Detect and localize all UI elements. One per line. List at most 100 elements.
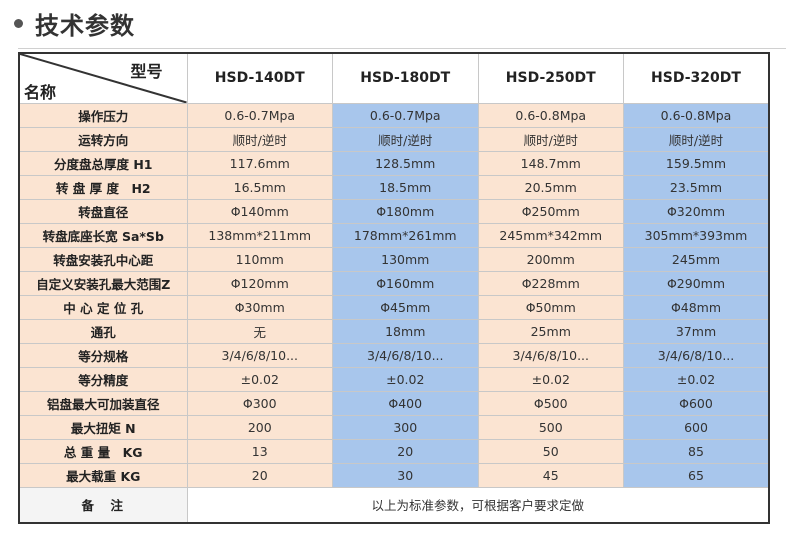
table-cell: 顺时/逆时	[623, 126, 770, 152]
row-label: 等分精度	[18, 366, 188, 392]
row-label: 分度盘总厚度 H1	[18, 150, 188, 176]
table-cell: 45	[477, 462, 624, 488]
table-cell: ±0.02	[477, 366, 624, 392]
bullet-icon	[14, 18, 23, 28]
table-cell: 30	[332, 462, 479, 488]
table-row: 转盘直径 Φ140mm Φ180mm Φ250mm Φ320mm	[18, 198, 770, 224]
table-cell: ±0.02	[623, 366, 770, 392]
table-cell: Φ228mm	[477, 270, 624, 296]
table-row: 等分精度 ±0.02 ±0.02 ±0.02 ±0.02	[18, 366, 770, 392]
row-label: 转盘安装孔中心距	[18, 246, 188, 272]
table-row: 转盘安装孔中心距 110mm 130mm 200mm 245mm	[18, 246, 770, 272]
model-header: HSD-180DT	[332, 52, 479, 104]
table-cell: 顺时/逆时	[332, 126, 479, 152]
table-cell: 245mm	[623, 246, 770, 272]
table-cell: ±0.02	[332, 366, 479, 392]
row-label: 转盘直径	[18, 198, 188, 224]
table-cell: 0.6-0.7Mpa	[186, 102, 333, 128]
row-label: 通孔	[18, 318, 188, 344]
table-cell: 117.6mm	[186, 150, 333, 176]
table-cell: 3/4/6/8/10...	[186, 342, 333, 368]
heading-divider	[18, 48, 786, 49]
spec-table: 型号 名称 HSD-140DT HSD-180DT HSD-250DT HSD-…	[18, 52, 770, 524]
row-label: 最大扭矩 N	[18, 414, 188, 440]
table-cell: 0.6-0.7Mpa	[332, 102, 479, 128]
table-cell: Φ290mm	[623, 270, 770, 296]
table-cell: Φ140mm	[186, 198, 333, 224]
table-cell: Φ400	[332, 390, 479, 416]
table-cell: 178mm*261mm	[332, 222, 479, 248]
table-cell: 18mm	[332, 318, 479, 344]
table-cell: 23.5mm	[623, 174, 770, 200]
table-cell: 138mm*211mm	[186, 222, 333, 248]
table-row: 分度盘总厚度 H1 117.6mm 128.5mm 148.7mm 159.5mm	[18, 150, 770, 176]
table-cell: 20.5mm	[477, 174, 624, 200]
table-cell: Φ48mm	[623, 294, 770, 320]
table-cell: Φ160mm	[332, 270, 479, 296]
model-header: HSD-320DT	[623, 52, 770, 104]
table-cell: 159.5mm	[623, 150, 770, 176]
table-cell: 85	[623, 438, 770, 464]
row-label: 转盘底座长宽 Sa*Sb	[18, 222, 188, 248]
table-cell: 600	[623, 414, 770, 440]
corner-name-label: 名称	[24, 82, 57, 102]
row-label: 中 心 定 位 孔	[18, 294, 188, 320]
table-cell: 110mm	[186, 246, 333, 272]
table-cell: Φ500	[477, 390, 624, 416]
row-label: 运转方向	[18, 126, 188, 152]
table-cell: 18.5mm	[332, 174, 479, 200]
section-title: 技术参数	[35, 11, 135, 40]
row-label: 铝盘最大可加装直径	[18, 390, 188, 416]
table-cell: 200mm	[477, 246, 624, 272]
table-cell: Φ320mm	[623, 198, 770, 224]
table-cell: 300	[332, 414, 479, 440]
table-cell: 0.6-0.8Mpa	[477, 102, 624, 128]
table-cell: ±0.02	[186, 366, 333, 392]
table-row: 最大扭矩 N 200 300 500 600	[18, 414, 770, 440]
table-row: 通孔无 18mm 25mm 37mm	[18, 318, 770, 344]
table-cell: 25mm	[477, 318, 624, 344]
spec-table-body: 操作压力 0.6-0.7Mpa 0.6-0.7Mpa 0.6-0.8Mpa 0.6-0.…	[18, 102, 770, 488]
table-row: 转盘底座长宽 Sa*Sb 138mm*211mm 178mm*261mm 245mm*…	[18, 222, 770, 248]
table-cell: Φ250mm	[477, 198, 624, 224]
table-cell: 305mm*393mm	[623, 222, 770, 248]
table-cell: 128.5mm	[332, 150, 479, 176]
corner-header-cell: 型号 名称	[18, 52, 188, 104]
note-label: 备 注	[18, 486, 188, 524]
model-header: HSD-140DT	[186, 52, 333, 104]
table-row: 最大载重 KG 20 30 45 65	[18, 462, 770, 488]
note-row: 备 注 以上为标准参数，可根据客户要求定做	[18, 486, 770, 524]
row-label: 等分规格	[18, 342, 188, 368]
model-header: HSD-250DT	[477, 52, 624, 104]
table-cell: 无	[186, 318, 333, 344]
table-row: 自定义安装孔最大范围Z Φ120mm Φ160mm Φ228mm Φ290mm	[18, 270, 770, 296]
note-text: 以上为标准参数，可根据客户要求定做	[186, 486, 770, 524]
table-cell: 顺时/逆时	[186, 126, 333, 152]
table-cell: Φ50mm	[477, 294, 624, 320]
row-label: 自定义安装孔最大范围Z	[18, 270, 188, 296]
table-cell: 13	[186, 438, 333, 464]
table-header-row: 型号 名称 HSD-140DT HSD-180DT HSD-250DT HSD-…	[18, 52, 770, 104]
table-cell: 130mm	[332, 246, 479, 272]
table-cell: Φ120mm	[186, 270, 333, 296]
section-heading: 技术参数	[14, 6, 135, 40]
table-cell: 148.7mm	[477, 150, 624, 176]
table-cell: 200	[186, 414, 333, 440]
table-row: 总 重 量 KG 13 20 50 85	[18, 438, 770, 464]
table-cell: 0.6-0.8Mpa	[623, 102, 770, 128]
table-row: 转 盘 厚 度 H2 16.5mm 18.5mm 20.5mm 23.5mm	[18, 174, 770, 200]
table-cell: 顺时/逆时	[477, 126, 624, 152]
row-label: 操作压力	[18, 102, 188, 128]
diagonal-divider	[20, 54, 187, 103]
table-cell: 65	[623, 462, 770, 488]
row-label: 转 盘 厚 度 H2	[18, 174, 188, 200]
table-row: 铝盘最大可加装直径 Φ300 Φ400 Φ500 Φ600	[18, 390, 770, 416]
corner-model-label: 型号	[130, 62, 163, 81]
table-cell: 3/4/6/8/10...	[623, 342, 770, 368]
table-row: 运转方向 顺时/逆时 顺时/逆时 顺时/逆时 顺时/逆时	[18, 126, 770, 152]
table-cell: 16.5mm	[186, 174, 333, 200]
table-cell: Φ300	[186, 390, 333, 416]
table-cell: 3/4/6/8/10...	[332, 342, 479, 368]
row-label: 总 重 量 KG	[18, 438, 188, 464]
